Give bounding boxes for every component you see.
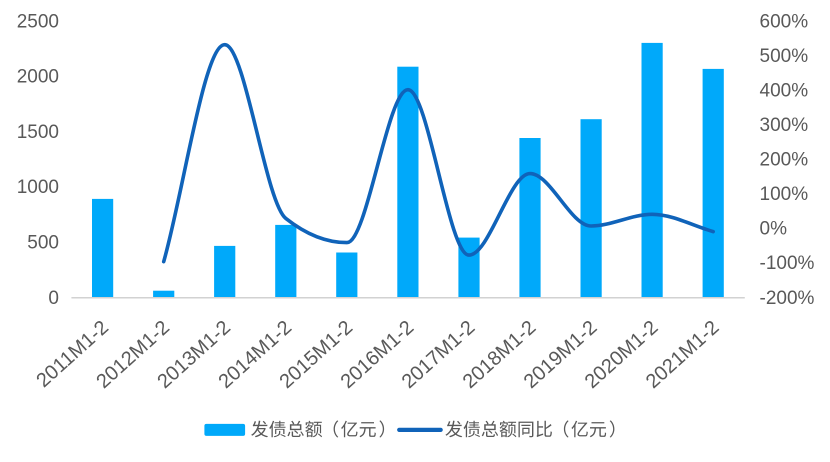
svg-text:-100%: -100% xyxy=(760,253,815,274)
svg-text:-200%: -200% xyxy=(760,288,815,309)
svg-text:0: 0 xyxy=(48,288,59,309)
svg-text:2000: 2000 xyxy=(17,67,59,88)
svg-text:200%: 200% xyxy=(760,150,809,171)
svg-text:100%: 100% xyxy=(760,184,809,205)
svg-text:400%: 400% xyxy=(760,80,809,101)
svg-text:600%: 600% xyxy=(760,11,809,32)
svg-text:500: 500 xyxy=(27,233,59,254)
svg-text:500%: 500% xyxy=(760,46,809,67)
svg-text:1000: 1000 xyxy=(17,177,59,198)
svg-text:2500: 2500 xyxy=(17,11,59,32)
svg-text:1500: 1500 xyxy=(17,122,59,143)
svg-text:300%: 300% xyxy=(760,115,809,136)
svg-text:0%: 0% xyxy=(760,219,788,240)
